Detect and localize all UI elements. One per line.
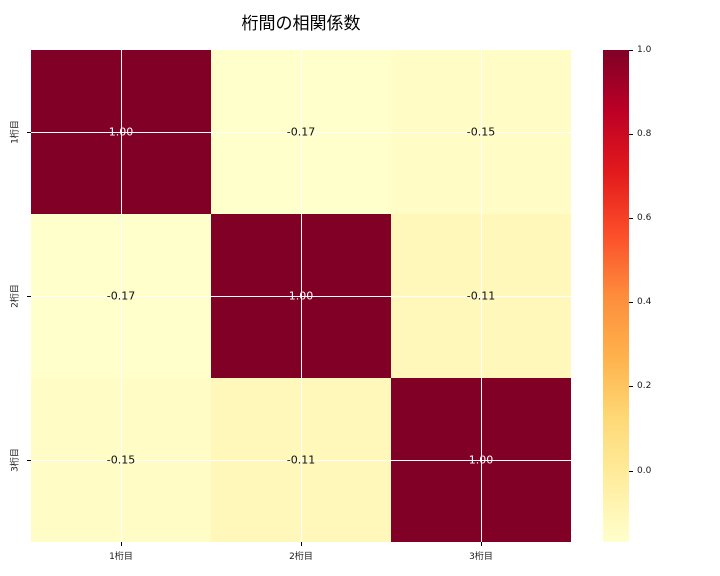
gridline-vertical <box>481 50 482 542</box>
y-axis-tick-label: 3桁目 <box>10 448 21 472</box>
colorbar-tick <box>629 386 633 388</box>
y-axis-tick <box>27 460 31 461</box>
x-axis-tick <box>301 542 302 546</box>
x-axis-tick <box>121 542 122 546</box>
gridline-horizontal <box>31 460 571 461</box>
colorbar-tick <box>629 50 633 51</box>
colorbar-tick-label: 0.8 <box>637 129 652 140</box>
x-axis-tick <box>481 542 482 546</box>
colorbar-tick-label: 0.6 <box>637 213 652 224</box>
cell-value-label: -0.17 <box>106 289 136 303</box>
cell-value-label: -0.15 <box>466 125 496 139</box>
heatmap-axes: 1.00 -0.17 -0.15 -0.17 1.00 -0.11 -0.15 -0.11 1.… <box>11 50 571 562</box>
cell-value-label: 1.00 <box>468 453 494 467</box>
cell-value-label: -0.11 <box>286 453 316 467</box>
colorbar-tick-label: 0.0 <box>637 465 652 476</box>
cell-value-label: -0.11 <box>466 289 496 303</box>
colorbar-tick <box>629 470 633 472</box>
colorbar: 1.0 0.8 0.6 0.4 0.2 0.0 <box>603 45 651 542</box>
cell-value-label: 1.00 <box>288 289 314 303</box>
gridline-horizontal <box>31 296 571 297</box>
cell-value-label: -0.15 <box>106 453 136 467</box>
colorbar-tick-label: 0.2 <box>637 381 652 392</box>
cell-value-label: 1.00 <box>108 125 134 139</box>
x-axis-tick-label: 3桁目 <box>469 552 493 562</box>
chart-title: 桁間の相関係数 <box>241 14 361 34</box>
colorbar-tick-label: 0.4 <box>637 297 652 308</box>
cell-value-label: -0.17 <box>286 125 316 139</box>
x-axis-tick-label: 2桁目 <box>289 552 313 562</box>
x-axis-tick-label: 1桁目 <box>109 552 133 562</box>
colorbar-tick <box>629 302 633 304</box>
y-axis-tick <box>27 296 31 297</box>
y-axis-tick-label: 2桁目 <box>10 284 21 308</box>
y-axis-tick-label: 1桁目 <box>10 120 21 144</box>
colorbar-tick <box>629 218 633 220</box>
y-axis-tick <box>27 132 31 133</box>
colorbar-tick-label: 1.0 <box>637 45 652 55</box>
colorbar-tick <box>629 134 633 136</box>
